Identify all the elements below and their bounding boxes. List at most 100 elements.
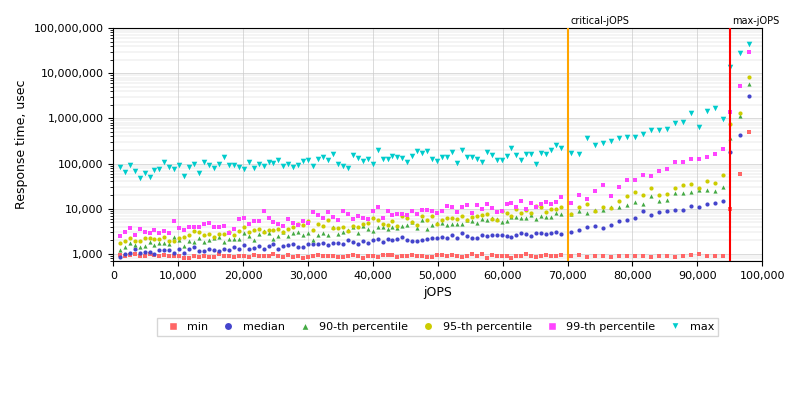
median — [743, 92, 756, 99]
median — [455, 230, 468, 236]
90-th percentile — [386, 224, 399, 230]
median — [621, 217, 634, 223]
max — [441, 153, 454, 160]
95-th percentile — [198, 232, 210, 238]
max — [621, 134, 634, 140]
median — [218, 246, 230, 252]
median — [362, 240, 374, 246]
90-th percentile — [182, 238, 195, 244]
min — [495, 253, 508, 259]
99-th percentile — [247, 218, 260, 224]
90-th percentile — [168, 234, 181, 240]
90-th percentile — [669, 190, 682, 197]
median — [114, 254, 126, 260]
99-th percentile — [178, 227, 190, 233]
max — [178, 173, 190, 180]
99-th percentile — [525, 200, 538, 206]
min — [381, 252, 394, 258]
min — [421, 254, 434, 260]
median — [693, 204, 706, 210]
95-th percentile — [123, 235, 136, 242]
min — [573, 252, 586, 258]
99-th percentile — [545, 201, 558, 208]
max — [510, 152, 523, 158]
99-th percentile — [326, 214, 339, 220]
99-th percentile — [337, 208, 350, 214]
95-th percentile — [573, 204, 586, 210]
95-th percentile — [621, 193, 634, 200]
99-th percentile — [436, 208, 449, 214]
99-th percentile — [218, 222, 230, 229]
99-th percentile — [227, 226, 240, 233]
max — [480, 149, 493, 155]
95-th percentile — [525, 209, 538, 216]
95-th percentile — [153, 236, 166, 242]
max — [257, 163, 270, 170]
95-th percentile — [222, 229, 235, 235]
max — [218, 154, 230, 160]
max — [238, 166, 250, 172]
max — [242, 159, 255, 165]
min — [430, 252, 443, 258]
95-th percentile — [505, 213, 518, 220]
90-th percentile — [565, 210, 578, 217]
median — [446, 232, 458, 238]
99-th percentile — [138, 229, 151, 236]
99-th percentile — [421, 207, 434, 214]
median — [252, 242, 265, 249]
median — [401, 237, 414, 243]
Legend: min, median, 90-th percentile, 95-th percentile, 99-th percentile, max: min, median, 90-th percentile, 95-th per… — [157, 318, 718, 336]
99-th percentile — [709, 151, 722, 157]
95-th percentile — [158, 233, 170, 240]
median — [346, 238, 359, 245]
99-th percentile — [480, 201, 493, 207]
min — [470, 253, 483, 259]
95-th percentile — [733, 110, 746, 116]
95-th percentile — [381, 222, 394, 228]
99-th percentile — [589, 188, 602, 194]
max — [470, 156, 483, 163]
90-th percentile — [589, 206, 602, 213]
95-th percentile — [411, 222, 424, 228]
min — [441, 253, 454, 259]
95-th percentile — [645, 185, 658, 192]
95-th percentile — [605, 205, 618, 211]
90-th percentile — [238, 230, 250, 236]
99-th percentile — [306, 209, 319, 216]
95-th percentile — [317, 223, 330, 229]
min — [490, 252, 503, 259]
min — [436, 251, 449, 258]
max — [148, 167, 161, 174]
95-th percentile — [114, 240, 126, 246]
99-th percentile — [661, 166, 674, 172]
max — [207, 165, 220, 171]
90-th percentile — [391, 224, 404, 231]
min — [520, 251, 533, 258]
max — [302, 156, 314, 163]
min — [302, 254, 314, 260]
min — [331, 254, 344, 260]
median — [138, 249, 151, 255]
99-th percentile — [118, 229, 131, 235]
max — [158, 159, 170, 165]
median — [193, 248, 206, 255]
99-th percentile — [287, 219, 300, 226]
95-th percentile — [267, 227, 280, 233]
95-th percentile — [287, 224, 300, 230]
median — [669, 206, 682, 213]
min — [693, 251, 706, 257]
90-th percentile — [322, 231, 334, 238]
median — [168, 249, 181, 256]
min — [581, 253, 594, 260]
99-th percentile — [510, 204, 523, 210]
90-th percentile — [362, 226, 374, 232]
max — [331, 161, 344, 168]
median — [202, 246, 215, 252]
99-th percentile — [322, 209, 334, 215]
90-th percentile — [242, 233, 255, 239]
99-th percentile — [163, 230, 176, 236]
95-th percentile — [430, 220, 443, 227]
95-th percentile — [371, 217, 384, 223]
min — [450, 252, 463, 259]
min — [461, 252, 474, 259]
